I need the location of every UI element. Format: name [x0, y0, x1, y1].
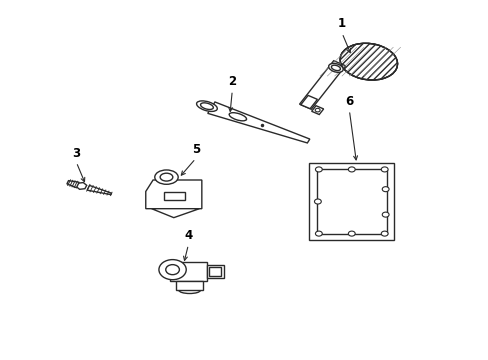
Polygon shape: [163, 192, 184, 200]
Polygon shape: [76, 183, 86, 189]
Text: 5: 5: [191, 143, 200, 156]
Ellipse shape: [340, 43, 397, 80]
Polygon shape: [67, 181, 79, 188]
Circle shape: [159, 260, 186, 280]
Ellipse shape: [160, 173, 172, 181]
Circle shape: [381, 231, 387, 236]
Circle shape: [381, 167, 387, 172]
Circle shape: [347, 231, 354, 236]
Text: 2: 2: [228, 75, 236, 88]
Polygon shape: [145, 180, 202, 209]
Ellipse shape: [196, 101, 217, 112]
Circle shape: [347, 167, 354, 172]
Polygon shape: [207, 102, 309, 143]
Polygon shape: [87, 185, 111, 195]
Polygon shape: [176, 281, 203, 290]
Circle shape: [315, 167, 322, 172]
Polygon shape: [151, 209, 199, 218]
Ellipse shape: [229, 113, 246, 121]
Polygon shape: [299, 61, 345, 109]
Polygon shape: [206, 265, 224, 278]
Circle shape: [314, 199, 321, 204]
Ellipse shape: [155, 170, 178, 184]
Text: 4: 4: [184, 229, 192, 242]
Polygon shape: [311, 106, 323, 114]
Ellipse shape: [331, 65, 340, 71]
Polygon shape: [170, 262, 206, 281]
Polygon shape: [209, 267, 221, 276]
Text: 1: 1: [337, 17, 346, 31]
Circle shape: [315, 231, 322, 236]
Polygon shape: [308, 163, 394, 240]
Ellipse shape: [200, 103, 213, 109]
Circle shape: [315, 108, 320, 112]
Polygon shape: [300, 95, 317, 109]
Circle shape: [165, 265, 179, 275]
Circle shape: [382, 212, 388, 217]
Circle shape: [382, 187, 388, 192]
Text: 6: 6: [345, 95, 353, 108]
Ellipse shape: [328, 63, 343, 72]
Text: 3: 3: [72, 147, 80, 159]
